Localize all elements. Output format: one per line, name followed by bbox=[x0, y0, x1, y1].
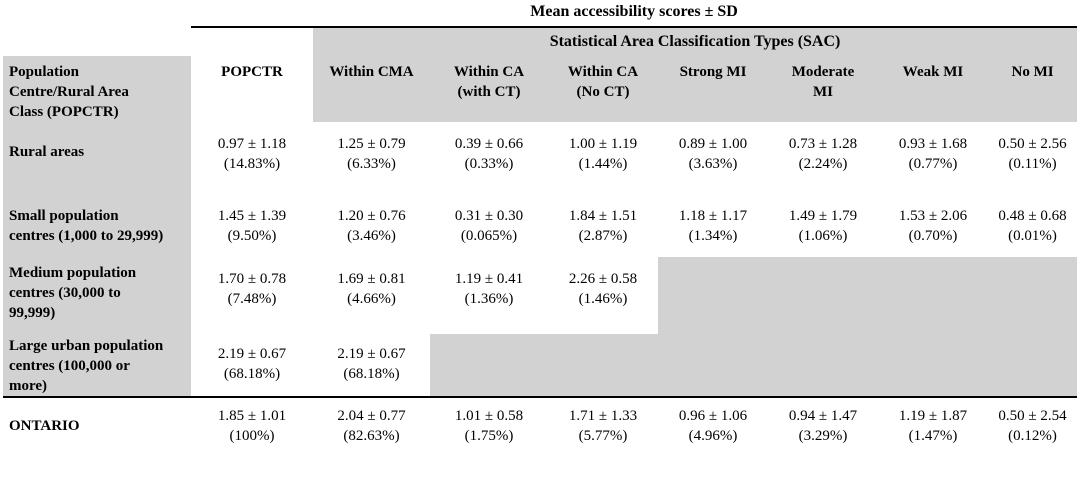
data-cell: 0.97 ± 1.18 (14.83%) bbox=[217, 136, 287, 172]
table-row-rural-areas: Rural areas 0.97 ± 1.18 (14.83%) 1.25 ± 0… bbox=[3, 122, 1077, 200]
data-cell: 0.50 ± 2.56 (0.11%) bbox=[998, 136, 1067, 172]
data-cell: 0.50 ± 2.54 (0.12%) bbox=[988, 396, 1078, 459]
data-cell: 0.96 ± 1.06 (4.96%) bbox=[658, 396, 768, 459]
data-cell: 0.94 ± 1.47 (3.29%) bbox=[768, 396, 878, 459]
column-header-within-ca-with-ct: Within CA (with CT) bbox=[430, 56, 548, 122]
empty-cell-group bbox=[658, 257, 1078, 334]
empty-cell-group bbox=[430, 334, 1078, 397]
table-title-row: Mean accessibility scores ± SD bbox=[3, 0, 1078, 28]
data-cell: 1.01 ± 0.58 (1.75%) bbox=[430, 396, 548, 459]
column-header-weak-mi: Weak MI bbox=[878, 56, 988, 122]
data-cell: 2.19 ± 0.67 (68.18%) bbox=[337, 346, 406, 382]
data-cell: 1.18 ± 1.17 (1.34%) bbox=[678, 208, 748, 244]
column-header-no-mi: No MI bbox=[988, 56, 1078, 122]
column-header-strong-mi: Strong MI bbox=[658, 56, 768, 122]
row-label: Small population centres (1,000 to 29,99… bbox=[3, 200, 191, 257]
data-cell: 0.31 ± 0.30 (0.065%) bbox=[454, 208, 524, 244]
row-label: Rural areas bbox=[3, 122, 191, 200]
data-cell: 1.20 ± 0.76 (3.46%) bbox=[337, 208, 406, 244]
table-row-small-centres: Small population centres (1,000 to 29,99… bbox=[3, 200, 1077, 257]
data-cell: 1.49 ± 1.79 (1.06%) bbox=[788, 208, 858, 244]
stub-header: Population Centre/Rural Area Class (POPC… bbox=[3, 56, 191, 122]
title-row-spacer bbox=[3, 0, 191, 27]
data-cell: 0.93 ± 1.68 (0.77%) bbox=[898, 136, 968, 172]
sac-group-header: Statistical Area Classification Types (S… bbox=[313, 27, 1078, 56]
data-cell: 0.89 ± 1.00 (3.63%) bbox=[678, 136, 748, 172]
data-cell: 0.73 ± 1.28 (2.24%) bbox=[788, 136, 858, 172]
data-cell: 1.69 ± 0.81 (4.66%) bbox=[337, 271, 406, 307]
row-label: Medium population centres (30,000 to 99,… bbox=[3, 257, 191, 334]
column-header-within-ca-no-ct: Within CA (No CT) bbox=[548, 56, 658, 122]
data-cell: 2.26 ± 0.58 (1.46%) bbox=[568, 271, 638, 307]
data-cell: 1.71 ± 1.33 (5.77%) bbox=[548, 396, 658, 459]
accessibility-scores-table: Mean accessibility scores ± SD Statistic… bbox=[3, 0, 1078, 459]
table-row-large-urban-centres: Large urban population centres (100,000 … bbox=[3, 334, 1078, 397]
data-cell: 1.19 ± 0.41 (1.36%) bbox=[454, 271, 524, 307]
table-row-medium-centres: Medium population centres (30,000 to 99,… bbox=[3, 257, 1078, 334]
sac-group-row: Statistical Area Classification Types (S… bbox=[3, 27, 1078, 56]
data-cell: 1.00 ± 1.19 (1.44%) bbox=[568, 136, 638, 172]
sac-row-spacer-popctr bbox=[191, 27, 313, 56]
data-cell: 0.48 ± 0.68 (0.01%) bbox=[998, 208, 1067, 244]
data-cell: 0.39 ± 0.66 (0.33%) bbox=[454, 136, 524, 172]
data-cell: 1.19 ± 1.87 (1.47%) bbox=[878, 396, 988, 459]
row-label: Large urban population centres (100,000 … bbox=[3, 334, 191, 397]
sac-row-spacer-stub bbox=[3, 27, 191, 56]
table-row-ontario: ONTARIO 1.85 ± 1.01 (100%) 2.04 ± 0.77 (82… bbox=[3, 396, 1078, 459]
data-cell: 2.04 ± 0.77 (82.63%) bbox=[313, 396, 430, 459]
data-cell: 1.25 ± 0.79 (6.33%) bbox=[337, 136, 406, 172]
data-cell: 2.19 ± 0.67 (68.18%) bbox=[217, 346, 287, 382]
data-cell: 1.45 ± 1.39 (9.50%) bbox=[217, 208, 287, 244]
column-header-row: Population Centre/Rural Area Class (POPC… bbox=[3, 56, 1078, 122]
data-cell: 1.85 ± 1.01 (100%) bbox=[191, 396, 313, 459]
column-header-moderate-mi: Moderate MI bbox=[768, 56, 878, 122]
table-title: Mean accessibility scores ± SD bbox=[191, 0, 1078, 28]
data-cell: 1.84 ± 1.51 (2.87%) bbox=[568, 208, 638, 244]
data-cell: 1.70 ± 0.78 (7.48%) bbox=[217, 271, 287, 307]
row-label: ONTARIO bbox=[3, 396, 191, 459]
column-header-within-cma: Within CMA bbox=[313, 56, 430, 122]
data-cell: 1.53 ± 2.06 (0.70%) bbox=[898, 208, 968, 244]
column-header-popctr: POPCTR bbox=[221, 64, 283, 80]
